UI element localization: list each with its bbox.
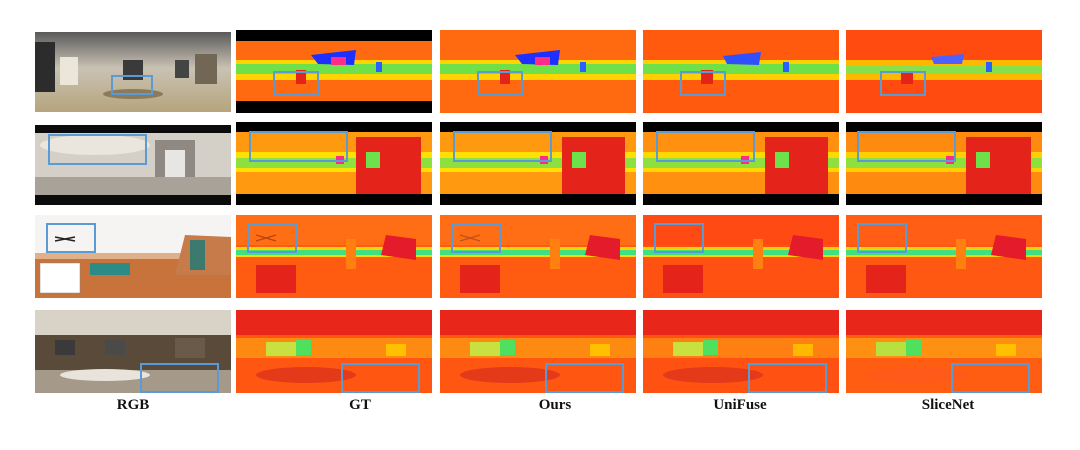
depth-map-slicenet-row-4 [846, 310, 1042, 393]
depth-map-gt-row-2 [236, 122, 432, 205]
depth-map-unifuse-row-3 [643, 215, 839, 298]
rgb-image-row-2 [35, 125, 231, 205]
depth-map-unifuse-row-2 [643, 122, 839, 205]
column-label-gt: GT [349, 397, 371, 413]
depth-map-ours-row-3 [440, 215, 636, 298]
depth-map-gt-row-4 [236, 310, 432, 393]
column-label-rgb: RGB [116, 397, 150, 413]
depth-map-ours-row-2 [440, 122, 636, 205]
depth-map-ours-row-1 [440, 30, 636, 113]
rgb-image-row-3 [35, 215, 231, 298]
column-label-slicenet: SliceNet [921, 397, 975, 413]
depth-map-gt-row-1 [236, 30, 432, 113]
column-label-unifuse: UniFuse [713, 397, 767, 413]
depth-map-unifuse-row-1 [643, 30, 839, 113]
depth-map-unifuse-row-4 [643, 310, 839, 393]
depth-map-ours-row-4 [440, 310, 636, 393]
depth-map-slicenet-row-1 [846, 30, 1042, 113]
depth-map-slicenet-row-3 [846, 215, 1042, 298]
rgb-image-row-1 [35, 32, 231, 112]
depth-map-slicenet-row-2 [846, 122, 1042, 205]
rgb-image-row-4 [35, 310, 231, 393]
column-label-ours: Ours [538, 397, 572, 413]
depth-map-gt-row-3 [236, 215, 432, 298]
